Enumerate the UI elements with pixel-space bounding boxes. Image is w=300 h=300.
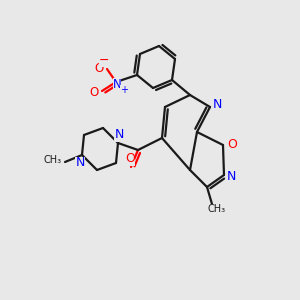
Text: N: N <box>226 170 236 184</box>
Text: N: N <box>114 128 124 142</box>
Text: O: O <box>227 137 237 151</box>
Text: +: + <box>120 85 128 95</box>
Text: −: − <box>99 53 109 67</box>
Text: N: N <box>212 98 222 112</box>
Text: N: N <box>112 77 122 91</box>
Text: O: O <box>94 61 103 74</box>
Text: O: O <box>125 152 135 166</box>
Text: CH₃: CH₃ <box>208 204 226 214</box>
Text: O: O <box>89 85 99 98</box>
Text: CH₃: CH₃ <box>44 155 62 165</box>
Text: N: N <box>75 157 85 169</box>
